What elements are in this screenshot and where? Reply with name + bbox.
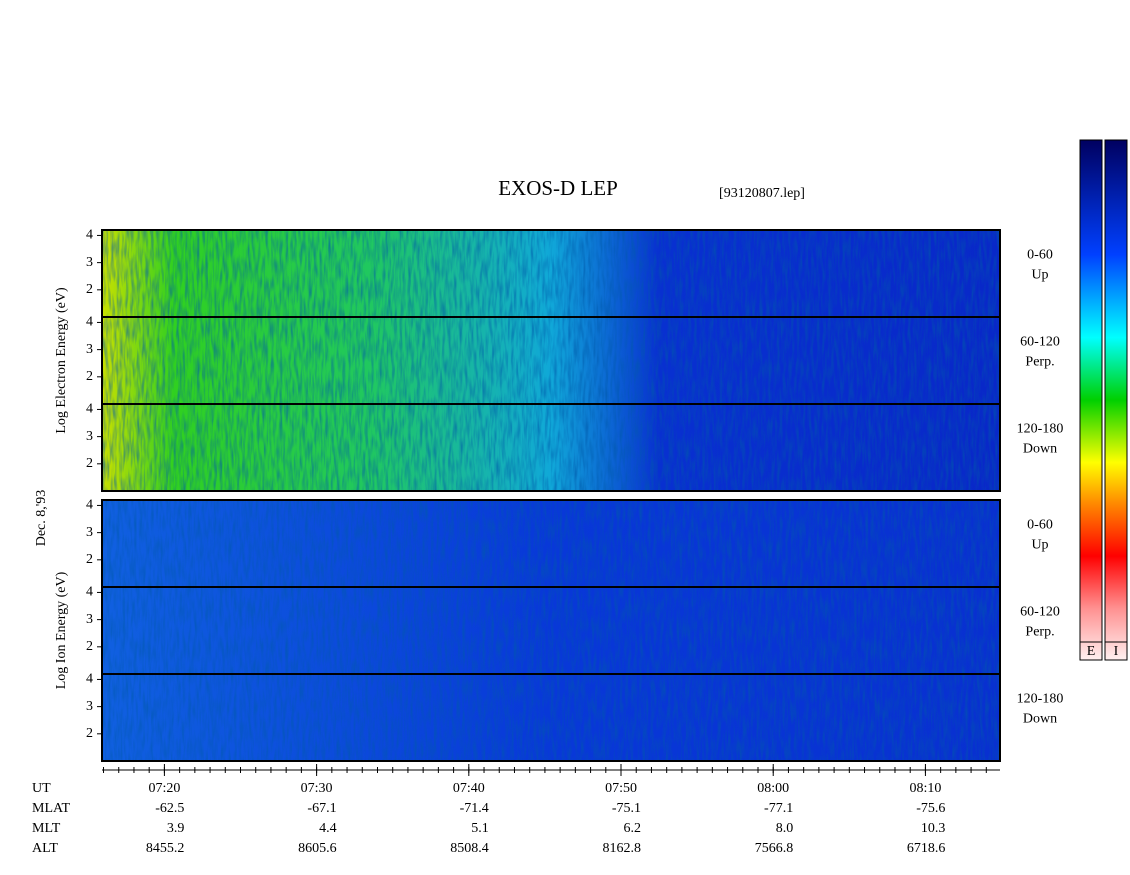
y-tick-label: 2: [86, 369, 93, 384]
panel-frame: [101, 673, 1001, 762]
y-axis-label: Log Electron Energy (eV): [54, 287, 69, 434]
x-axis-label: UT: [32, 781, 51, 796]
spectrogram-texture: [102, 587, 1000, 674]
y-tick-label: 3: [86, 255, 93, 270]
angle-label: 60-120: [1020, 335, 1060, 350]
spectrogram-texture: [102, 500, 1000, 587]
angle-label: 0-60: [1027, 248, 1053, 263]
table-cell: 8455.2: [146, 841, 185, 856]
x-tick-label: 07:30: [301, 781, 333, 796]
x-tick-label: 07:50: [605, 781, 637, 796]
y-tick-label: 4: [86, 315, 93, 330]
table-cell: -77.1: [764, 801, 793, 816]
angle-label: 0-60: [1027, 518, 1053, 533]
table-cell: 10.3: [921, 821, 946, 836]
y-tick-label: 4: [86, 585, 93, 600]
direction-label: Down: [1023, 442, 1057, 457]
angle-label: 120-180: [1017, 422, 1064, 437]
colorbar-label: I: [1114, 644, 1119, 659]
table-cell: 8605.6: [298, 841, 337, 856]
table-cell: 6718.6: [907, 841, 946, 856]
file-label: [93120807.lep]: [719, 186, 805, 201]
y-tick-label: 2: [86, 456, 93, 471]
y-tick-label: 4: [86, 672, 93, 687]
colorbar-label-box: [1104, 641, 1128, 661]
date-label: Dec. 8,'93: [34, 490, 49, 547]
direction-label: Perp.: [1025, 355, 1054, 370]
colorbar-label-box: [1079, 641, 1103, 661]
y-tick-label: 4: [86, 498, 93, 513]
x-tick-label: 07:20: [148, 781, 180, 796]
x-tick-label: 07:40: [453, 781, 485, 796]
spectrogram-texture: [102, 674, 1000, 761]
row-label: ALT: [32, 841, 58, 856]
y-axis-label: Log Ion Energy (eV): [54, 571, 69, 689]
table-cell: 8.0: [776, 821, 794, 836]
table-cell: 6.2: [624, 821, 642, 836]
y-tick-label: 2: [86, 282, 93, 297]
colorbar: [1079, 139, 1103, 661]
colorbar-label: E: [1087, 644, 1096, 659]
y-tick-label: 3: [86, 342, 93, 357]
table-cell: -75.6: [916, 801, 945, 816]
y-tick-label: 3: [86, 612, 93, 627]
y-tick-label: 3: [86, 699, 93, 714]
y-tick-label: 3: [86, 429, 93, 444]
table-cell: -75.1: [612, 801, 641, 816]
y-tick-label: 2: [86, 552, 93, 567]
y-tick-label: 2: [86, 639, 93, 654]
table-cell: 8162.8: [603, 841, 642, 856]
x-tick-label: 08:10: [909, 781, 941, 796]
y-tick-label: 3: [86, 525, 93, 540]
angle-label: 60-120: [1020, 605, 1060, 620]
spectrogram-texture: [102, 230, 1000, 317]
table-cell: 3.9: [167, 821, 185, 836]
chart-title: EXOS-D LEP: [498, 176, 618, 200]
angle-label: 120-180: [1017, 692, 1064, 707]
colorbar: [1104, 139, 1128, 661]
spectrogram-texture: [102, 404, 1000, 491]
panel-frame: [101, 403, 1001, 492]
direction-label: Down: [1023, 712, 1057, 727]
row-label: MLAT: [32, 801, 71, 816]
y-tick-label: 2: [86, 726, 93, 741]
direction-label: Up: [1031, 538, 1048, 553]
direction-label: Up: [1031, 268, 1048, 283]
table-cell: 4.4: [319, 821, 337, 836]
x-tick-label: 08:00: [757, 781, 789, 796]
table-cell: 7566.8: [755, 841, 794, 856]
table-cell: 5.1: [471, 821, 489, 836]
table-cell: 8508.4: [450, 841, 489, 856]
spectrogram-texture: [102, 317, 1000, 404]
direction-label: Perp.: [1025, 625, 1054, 640]
y-tick-label: 4: [86, 402, 93, 417]
table-cell: -62.5: [155, 801, 184, 816]
table-cell: -71.4: [460, 801, 489, 816]
table-cell: -67.1: [307, 801, 336, 816]
y-tick-label: 4: [86, 228, 93, 243]
row-label: MLT: [32, 821, 61, 836]
